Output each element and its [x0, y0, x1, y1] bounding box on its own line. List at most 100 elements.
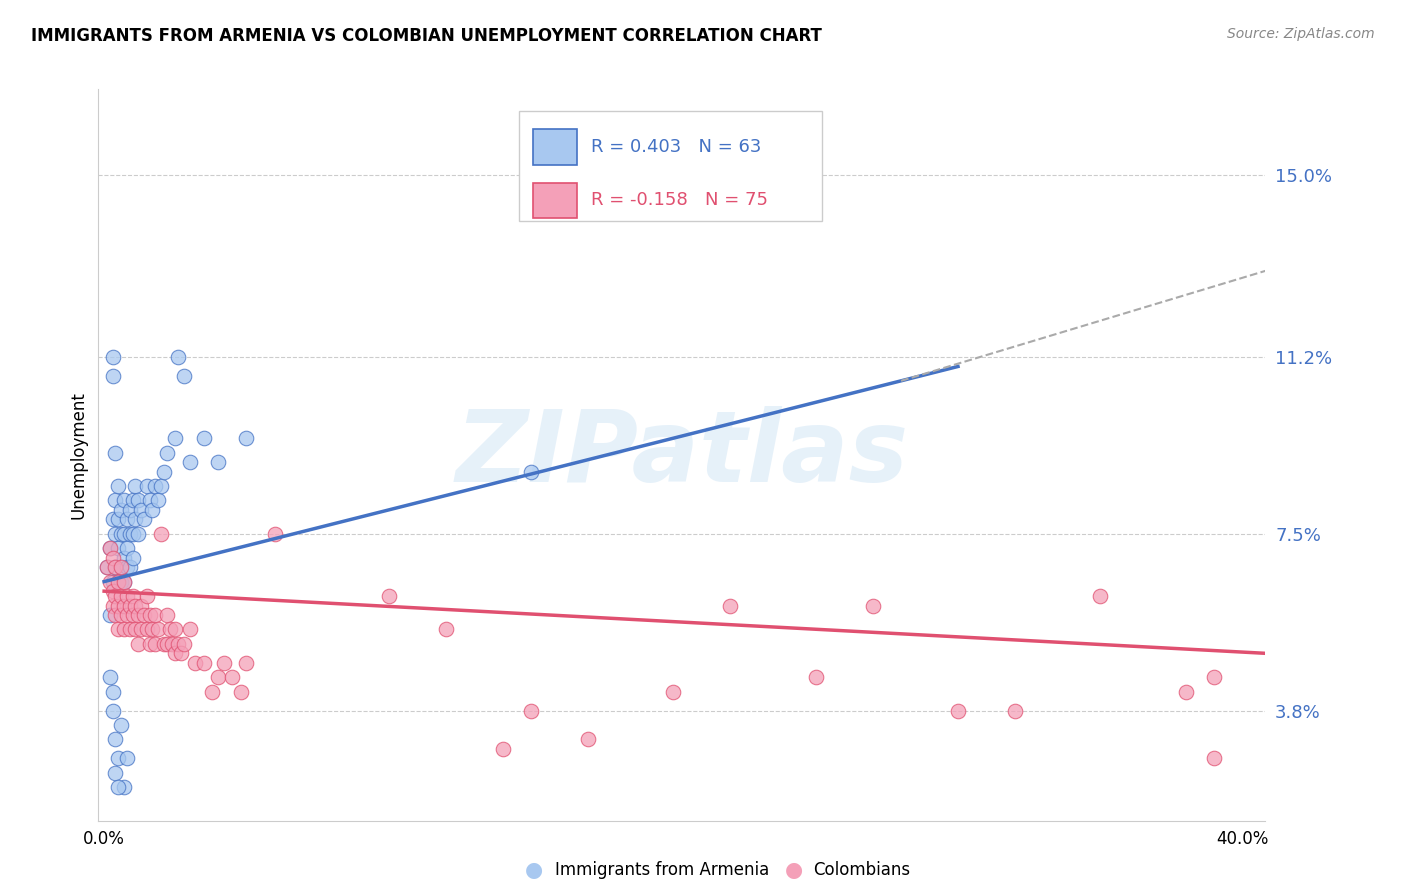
Point	[112, 493, 135, 508]
Point	[143, 637, 166, 651]
Point	[107, 512, 129, 526]
Point	[434, 623, 457, 637]
Point	[150, 479, 173, 493]
Text: IMMIGRANTS FROM ARMENIA VS COLOMBIAN UNEMPLOYMENT CORRELATION CHART: IMMIGRANTS FROM ARMENIA VS COLOMBIAN UNE…	[31, 27, 821, 45]
Point	[101, 369, 124, 384]
Point	[112, 599, 135, 613]
Point	[138, 493, 160, 508]
Point	[118, 503, 141, 517]
Point	[576, 732, 599, 747]
Point	[148, 493, 170, 508]
Point	[156, 608, 179, 623]
Point	[129, 503, 152, 517]
Point	[115, 589, 138, 603]
Point	[110, 718, 132, 732]
Point	[127, 637, 149, 651]
Point	[121, 493, 143, 508]
Point	[110, 526, 132, 541]
Point	[107, 541, 129, 556]
Point	[207, 670, 229, 684]
Point	[141, 623, 163, 637]
Point	[1090, 589, 1112, 603]
Point	[118, 623, 141, 637]
Text: Source: ZipAtlas.com: Source: ZipAtlas.com	[1227, 27, 1375, 41]
Point	[167, 350, 190, 364]
Point	[138, 608, 160, 623]
Point	[107, 780, 129, 794]
Point	[153, 637, 176, 651]
Point	[135, 589, 157, 603]
Point	[235, 656, 257, 670]
Point	[132, 608, 155, 623]
Point	[150, 526, 173, 541]
Point	[143, 608, 166, 623]
Text: Colombians: Colombians	[813, 861, 910, 879]
Point	[118, 560, 141, 574]
Point	[1004, 704, 1026, 718]
Point	[520, 704, 543, 718]
Point	[148, 623, 170, 637]
Point	[127, 608, 149, 623]
Point	[229, 684, 252, 698]
FancyBboxPatch shape	[519, 112, 823, 221]
Point	[124, 599, 146, 613]
Point	[135, 479, 157, 493]
Point	[107, 751, 129, 765]
Point	[173, 637, 195, 651]
Point	[156, 637, 179, 651]
Point	[110, 589, 132, 603]
Point	[98, 541, 121, 556]
Point	[98, 574, 121, 589]
Point	[1204, 751, 1226, 765]
Point	[115, 541, 138, 556]
Point	[112, 623, 135, 637]
Point	[104, 732, 127, 747]
Point	[110, 560, 132, 574]
Point	[129, 599, 152, 613]
Point	[165, 431, 187, 445]
Point	[170, 646, 193, 660]
Point	[104, 589, 127, 603]
Point	[101, 574, 124, 589]
Y-axis label: Unemployment: Unemployment	[69, 391, 87, 519]
Point	[124, 479, 146, 493]
Point	[165, 623, 187, 637]
Point	[112, 574, 135, 589]
Point	[132, 512, 155, 526]
Point	[110, 574, 132, 589]
Point	[118, 526, 141, 541]
Point	[1174, 684, 1197, 698]
Text: R = -0.158   N = 75: R = -0.158 N = 75	[591, 192, 768, 210]
Point	[138, 637, 160, 651]
Point	[96, 560, 118, 574]
Point	[121, 526, 143, 541]
Text: ●: ●	[786, 860, 803, 880]
Point	[207, 455, 229, 469]
Point	[862, 599, 884, 613]
Point	[718, 599, 741, 613]
Point	[264, 526, 287, 541]
Point	[104, 526, 127, 541]
Point	[115, 751, 138, 765]
Point	[520, 465, 543, 479]
Point	[946, 704, 969, 718]
Point	[107, 623, 129, 637]
Point	[110, 503, 132, 517]
Point	[377, 589, 399, 603]
Point	[101, 550, 124, 565]
Point	[662, 684, 685, 698]
Point	[98, 670, 121, 684]
Point	[121, 608, 143, 623]
Point	[135, 623, 157, 637]
Point	[179, 623, 201, 637]
Point	[141, 503, 163, 517]
Point	[110, 560, 132, 574]
Point	[101, 584, 124, 599]
Point	[165, 646, 187, 660]
Point	[110, 608, 132, 623]
Point	[201, 684, 224, 698]
Point	[173, 369, 195, 384]
Text: Immigrants from Armenia: Immigrants from Armenia	[555, 861, 769, 879]
Point	[124, 623, 146, 637]
Point	[804, 670, 827, 684]
